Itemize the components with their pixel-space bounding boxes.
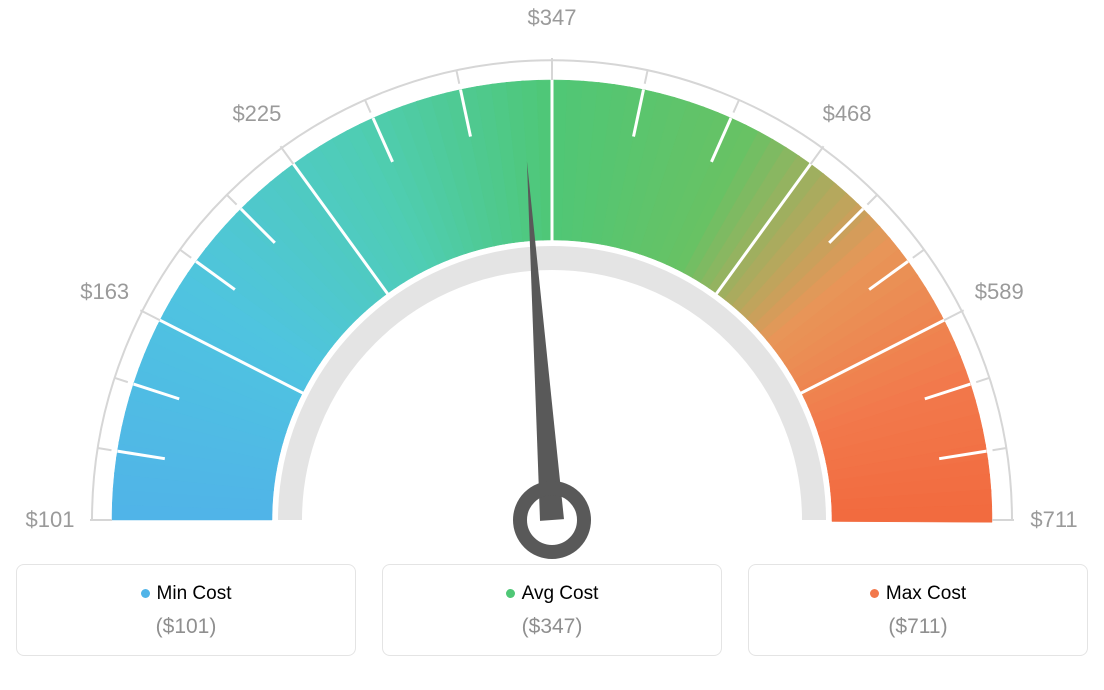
gauge-tick-label: $225 (232, 101, 281, 127)
gauge-tick-label: $347 (528, 5, 577, 31)
legend-min-label: Min Cost (157, 583, 232, 604)
legend-avg-dot (506, 589, 515, 598)
legend-min-title: Min Cost (27, 583, 345, 605)
legend-avg: Avg Cost ($347) (382, 564, 722, 656)
legend-min-dot (141, 589, 150, 598)
legend-avg-title: Avg Cost (393, 583, 711, 605)
legend-max-dot (870, 589, 879, 598)
gauge-tick-label: $101 (26, 507, 75, 533)
legend-max: Max Cost ($711) (748, 564, 1088, 656)
gauge-tick-label: $711 (1030, 507, 1077, 533)
legend-avg-value: ($347) (393, 615, 711, 639)
legend-max-value: ($711) (759, 615, 1077, 639)
gauge-tick-label: $589 (975, 279, 1024, 305)
gauge-tick-label: $468 (823, 101, 872, 127)
legend-min: Min Cost ($101) (16, 564, 356, 656)
legend-avg-label: Avg Cost (522, 583, 599, 604)
legend-max-title: Max Cost (759, 583, 1077, 605)
gauge-svg (0, 0, 1104, 560)
gauge-chart: $101 $163 $225 $347 $468 $589 $711 (0, 0, 1104, 560)
legend-min-value: ($101) (27, 615, 345, 639)
gauge-tick-label: $163 (80, 279, 129, 305)
legend-row: Min Cost ($101) Avg Cost ($347) Max Cost… (16, 564, 1088, 656)
legend-max-label: Max Cost (886, 583, 966, 604)
